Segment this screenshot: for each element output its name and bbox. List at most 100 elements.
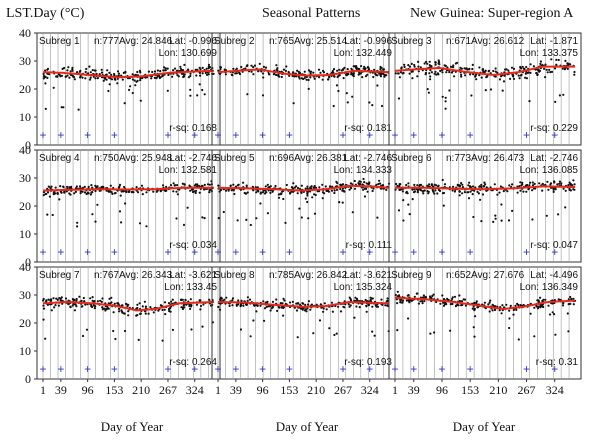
data-point xyxy=(360,65,363,68)
data-point xyxy=(120,309,123,312)
panel-label: Subreg 3 xyxy=(391,36,432,47)
data-point xyxy=(230,189,233,192)
data-point xyxy=(110,73,113,76)
data-point xyxy=(356,299,359,302)
data-point xyxy=(438,63,441,66)
data-point xyxy=(509,77,512,80)
data-point xyxy=(179,65,182,68)
data-point xyxy=(309,72,312,75)
data-point xyxy=(56,75,59,78)
data-point xyxy=(59,185,62,188)
data-point xyxy=(510,209,514,212)
data-point xyxy=(342,189,345,193)
data-point xyxy=(73,298,76,301)
data-point xyxy=(52,191,55,194)
data-point xyxy=(537,305,540,308)
data-point xyxy=(564,206,567,209)
data-point xyxy=(96,300,99,303)
data-point xyxy=(304,187,307,190)
data-point xyxy=(454,305,457,308)
data-point xyxy=(139,99,142,102)
data-point xyxy=(231,297,235,300)
panel-count: n:777 xyxy=(94,36,119,47)
data-point xyxy=(156,75,159,78)
data-point xyxy=(268,305,271,308)
data-point xyxy=(398,184,401,188)
marker-plus: + xyxy=(111,362,118,376)
data-point xyxy=(187,68,190,71)
panel-average: Avg: 26.473 xyxy=(471,153,525,164)
data-point xyxy=(304,303,307,306)
data-point xyxy=(181,307,184,311)
data-point xyxy=(122,190,125,193)
data-point xyxy=(543,67,546,70)
marker-plus: + xyxy=(57,128,64,142)
data-point xyxy=(260,70,263,73)
marker-plus: + xyxy=(232,362,239,376)
data-point xyxy=(467,197,471,200)
x-tick-label: 96 xyxy=(82,383,94,397)
data-point xyxy=(418,183,421,187)
marker-plus: + xyxy=(391,362,398,376)
data-point xyxy=(202,303,205,306)
data-point xyxy=(78,70,81,73)
data-point xyxy=(568,188,571,191)
data-point xyxy=(189,189,192,192)
data-point xyxy=(394,293,397,297)
data-point xyxy=(207,67,210,70)
data-point xyxy=(153,76,156,79)
data-point xyxy=(473,309,476,312)
y-tick-label: 30 xyxy=(19,54,31,68)
data-point xyxy=(58,198,61,201)
marker-plus: + xyxy=(84,362,91,376)
data-point xyxy=(336,75,339,79)
data-point xyxy=(371,104,374,107)
data-point xyxy=(572,303,575,306)
data-point xyxy=(84,70,87,74)
data-point xyxy=(245,218,248,221)
data-point xyxy=(172,190,175,193)
data-point xyxy=(269,309,272,312)
data-point xyxy=(149,306,152,309)
data-point xyxy=(275,64,278,67)
data-point xyxy=(332,68,336,71)
data-point xyxy=(373,334,376,337)
data-point xyxy=(75,297,78,301)
data-point xyxy=(341,183,345,186)
data-point xyxy=(282,68,285,71)
data-point xyxy=(525,184,528,187)
data-point xyxy=(85,67,88,71)
marker-plus: + xyxy=(259,245,266,259)
data-point xyxy=(75,299,78,302)
data-point xyxy=(141,77,144,80)
panel-subreg-9: + + + + + + Subreg 9 n:652 Avg: 27.676 Lat: -4.49… xyxy=(388,266,582,397)
panel-label: Subreg 7 xyxy=(39,270,80,281)
data-point xyxy=(494,305,497,308)
data-point xyxy=(112,311,115,314)
data-point xyxy=(445,71,448,74)
data-point xyxy=(304,308,307,311)
data-point xyxy=(402,199,405,202)
data-point xyxy=(81,190,84,193)
figure-subtitle: New Guinea: Super-region A xyxy=(410,6,574,21)
data-point xyxy=(552,190,555,193)
data-point xyxy=(312,186,315,189)
panel-longitude: Lon: 136.349 xyxy=(520,282,579,293)
data-point xyxy=(500,312,503,315)
data-point xyxy=(313,193,316,196)
data-point xyxy=(94,189,97,193)
data-point xyxy=(91,69,94,72)
data-point xyxy=(371,305,374,308)
data-point xyxy=(264,66,268,69)
marker-plus: + xyxy=(214,362,221,376)
data-point xyxy=(434,189,437,192)
data-point xyxy=(408,213,411,216)
data-point xyxy=(510,183,514,186)
data-point xyxy=(262,189,265,192)
data-point xyxy=(165,185,168,188)
data-point xyxy=(458,190,461,193)
y-tick-label: 0 xyxy=(25,372,31,386)
data-point xyxy=(529,71,532,74)
panel-latitude: Lat: -3.621 xyxy=(169,270,217,281)
